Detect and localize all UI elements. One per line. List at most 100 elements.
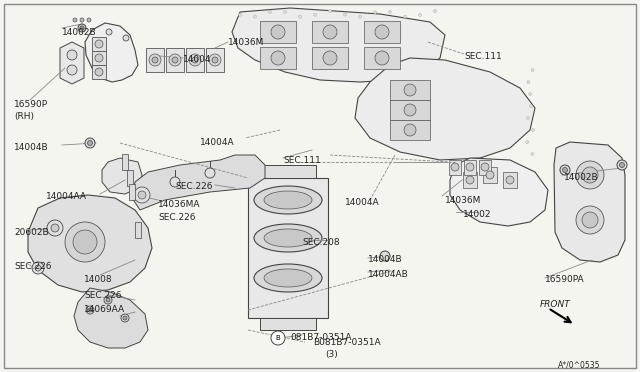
Text: SEC.111: SEC.111	[283, 156, 321, 165]
Circle shape	[170, 177, 180, 187]
Ellipse shape	[264, 269, 312, 287]
Text: 14002B: 14002B	[564, 173, 598, 182]
Circle shape	[506, 176, 514, 184]
Polygon shape	[450, 158, 548, 226]
Text: FRONT: FRONT	[540, 300, 571, 309]
Circle shape	[526, 116, 529, 119]
Circle shape	[314, 13, 317, 16]
Circle shape	[271, 331, 285, 345]
Circle shape	[620, 163, 625, 167]
Circle shape	[388, 10, 392, 13]
Circle shape	[253, 15, 257, 18]
Polygon shape	[132, 155, 265, 210]
Circle shape	[106, 298, 110, 302]
Polygon shape	[390, 100, 430, 120]
Polygon shape	[312, 47, 348, 69]
Circle shape	[433, 10, 436, 13]
Polygon shape	[206, 48, 224, 72]
Polygon shape	[92, 51, 106, 65]
Text: SEC.226: SEC.226	[14, 262, 51, 271]
Circle shape	[419, 13, 422, 16]
Text: 14002: 14002	[463, 210, 492, 219]
Ellipse shape	[254, 186, 322, 214]
Circle shape	[47, 220, 63, 236]
Polygon shape	[166, 48, 184, 72]
Polygon shape	[364, 47, 400, 69]
Circle shape	[617, 160, 627, 170]
Polygon shape	[479, 160, 491, 175]
Polygon shape	[503, 172, 517, 188]
Circle shape	[88, 141, 93, 145]
Text: 14002B: 14002B	[62, 28, 97, 37]
Circle shape	[323, 25, 337, 39]
Circle shape	[87, 18, 91, 22]
Text: 14004B: 14004B	[368, 255, 403, 264]
Circle shape	[86, 306, 94, 314]
Circle shape	[374, 11, 376, 14]
Circle shape	[32, 262, 44, 274]
Circle shape	[123, 35, 129, 41]
Polygon shape	[92, 65, 106, 79]
Circle shape	[192, 57, 198, 63]
Text: B: B	[276, 335, 280, 341]
Circle shape	[404, 84, 416, 96]
Circle shape	[80, 26, 84, 30]
Circle shape	[563, 167, 568, 173]
Text: 16590PA: 16590PA	[545, 275, 584, 284]
Circle shape	[134, 187, 150, 203]
Circle shape	[576, 161, 604, 189]
Polygon shape	[60, 42, 84, 84]
Circle shape	[269, 11, 271, 14]
Circle shape	[358, 15, 362, 18]
Circle shape	[152, 57, 158, 63]
Text: 14036MA: 14036MA	[158, 200, 200, 209]
Circle shape	[375, 25, 389, 39]
Polygon shape	[186, 48, 204, 72]
Text: 081B7-0351A: 081B7-0351A	[290, 334, 351, 343]
Text: (3): (3)	[325, 350, 338, 359]
Circle shape	[403, 15, 406, 18]
Text: 20602B: 20602B	[14, 228, 49, 237]
Ellipse shape	[254, 264, 322, 292]
Circle shape	[239, 13, 241, 16]
Polygon shape	[483, 167, 497, 183]
Circle shape	[212, 57, 218, 63]
Text: 14036M: 14036M	[228, 38, 264, 47]
Circle shape	[104, 296, 112, 304]
Circle shape	[466, 163, 474, 171]
Circle shape	[169, 54, 181, 66]
Circle shape	[481, 163, 489, 171]
Circle shape	[582, 167, 598, 183]
Circle shape	[51, 224, 59, 232]
Circle shape	[73, 18, 77, 22]
Circle shape	[451, 163, 459, 171]
Polygon shape	[129, 184, 135, 200]
Circle shape	[78, 24, 86, 32]
Circle shape	[531, 68, 534, 71]
Polygon shape	[92, 37, 106, 51]
Circle shape	[328, 10, 332, 13]
Ellipse shape	[264, 191, 312, 209]
Polygon shape	[28, 195, 152, 292]
Text: 14004A: 14004A	[200, 138, 235, 147]
Circle shape	[95, 54, 103, 62]
Circle shape	[205, 168, 215, 178]
Circle shape	[486, 171, 494, 179]
Circle shape	[271, 51, 285, 65]
Circle shape	[527, 80, 530, 83]
Circle shape	[95, 68, 103, 76]
Circle shape	[404, 124, 416, 136]
Text: SEC.111: SEC.111	[464, 52, 502, 61]
Circle shape	[67, 50, 77, 60]
Polygon shape	[312, 21, 348, 43]
Text: 14036M: 14036M	[445, 196, 481, 205]
Text: 16590P: 16590P	[14, 100, 48, 109]
Text: 14004AB: 14004AB	[368, 270, 409, 279]
Polygon shape	[364, 21, 400, 43]
Circle shape	[284, 11, 287, 14]
Polygon shape	[146, 48, 164, 72]
Circle shape	[95, 40, 103, 48]
Circle shape	[106, 29, 112, 35]
Polygon shape	[232, 8, 445, 82]
Polygon shape	[135, 222, 141, 238]
